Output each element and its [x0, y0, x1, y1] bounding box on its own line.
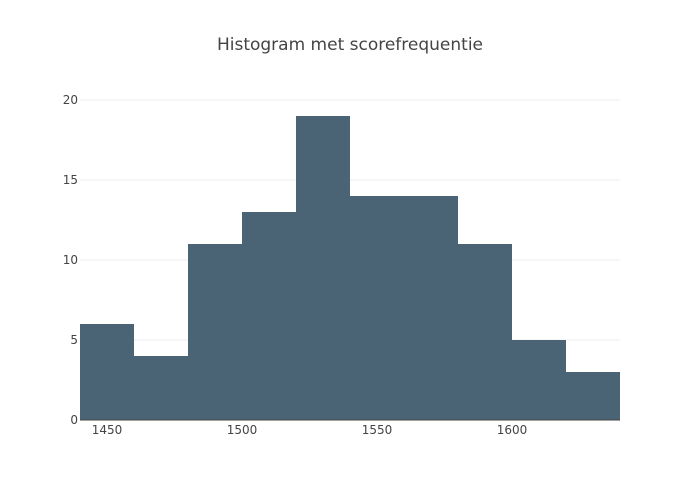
- histogram-bar[interactable]: [566, 372, 620, 420]
- chart-title: Histogram met scorefrequentie: [217, 35, 483, 55]
- x-tick-label: 1600: [497, 423, 528, 437]
- y-tick-label: 5: [70, 333, 78, 347]
- y-tick-label: 0: [70, 413, 78, 427]
- histogram-bar[interactable]: [458, 244, 512, 420]
- histogram-bar[interactable]: [188, 244, 242, 420]
- x-tick-label: 1550: [362, 423, 393, 437]
- histogram-bar[interactable]: [350, 196, 404, 420]
- histogram-bar[interactable]: [242, 212, 296, 420]
- y-tick-label: 20: [63, 93, 78, 107]
- x-tick-label: 1450: [92, 423, 123, 437]
- histogram-bar[interactable]: [134, 356, 188, 420]
- histogram-bar[interactable]: [512, 340, 566, 420]
- axes: 0 5 10 15 20 1450 1500 1550 1600: [63, 93, 620, 437]
- histogram-bar[interactable]: [404, 196, 458, 420]
- y-tick-label: 10: [63, 253, 78, 267]
- x-tick-label: 1500: [227, 423, 258, 437]
- bars: [80, 116, 620, 420]
- histogram-bar[interactable]: [296, 116, 350, 420]
- y-tick-label: 15: [63, 173, 78, 187]
- histogram-bar[interactable]: [80, 324, 134, 420]
